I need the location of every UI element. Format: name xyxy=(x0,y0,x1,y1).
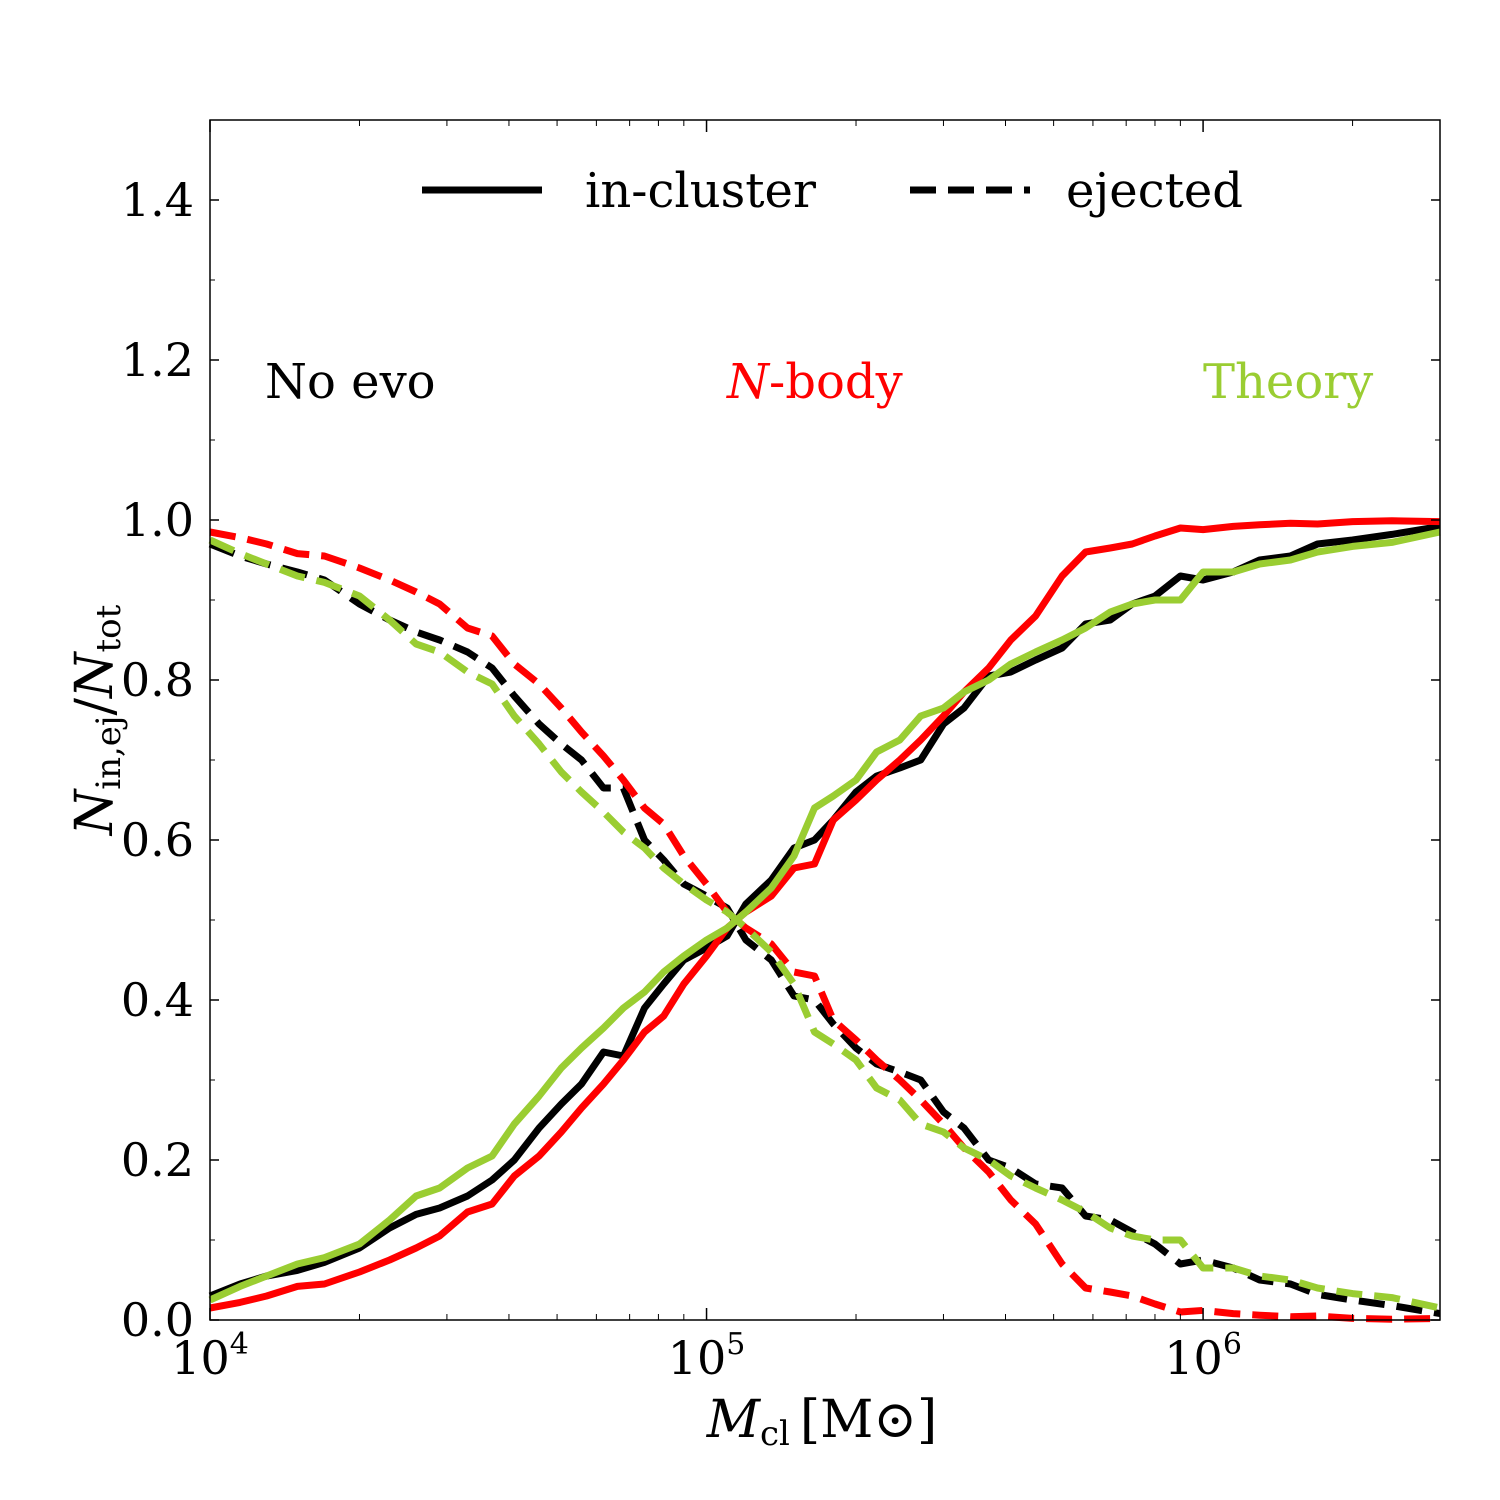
ticks-layer: 0.0 0.2 0.4 0.6 0.8 1.0 1.2 1.4 104 105 106 xyxy=(121,119,1441,1385)
y-axis-label-slash: / xyxy=(65,698,125,716)
y-tick-label: 0.0 xyxy=(121,1293,194,1347)
legend-label-ejected: ejected xyxy=(1066,163,1243,219)
series-line-theory-dashed xyxy=(208,536,1441,1312)
annotation-no-evo: No evo xyxy=(265,354,436,410)
legend: in-cluster ejected xyxy=(422,163,1243,219)
series-line-n-body-dashed xyxy=(209,528,1441,1323)
x-tick-label: 106 xyxy=(1164,1327,1242,1385)
annotations: No evo N-body Theory xyxy=(265,354,1373,410)
y-axis-label-sub1: in,ej xyxy=(89,716,129,790)
y-tick-label: 1.2 xyxy=(121,333,194,387)
series-line-no-evo-solid xyxy=(208,522,1441,1300)
series-line-no-evo-dashed xyxy=(208,540,1441,1318)
y-axis-label-sub2: tot xyxy=(89,604,129,652)
plot-frame xyxy=(209,119,1441,1321)
series-line-theory-solid xyxy=(208,528,1441,1304)
x-axis-label-unit: [M⊙] xyxy=(800,1390,937,1450)
annotation--body: N-body xyxy=(726,354,903,410)
y-axis-label-main2: N xyxy=(65,651,125,700)
y-axis-label-main: N xyxy=(65,788,125,837)
y-tick-label: 0.6 xyxy=(121,813,194,867)
x-axis-label: Mcl [M⊙] xyxy=(706,1390,938,1454)
annotation-theory: Theory xyxy=(1203,354,1373,410)
y-tick-label: 1.4 xyxy=(121,173,194,227)
series-layer xyxy=(208,517,1441,1323)
y-axis-label: Nin,ej/Ntot xyxy=(65,604,129,837)
x-tick-label: 104 xyxy=(171,1327,249,1385)
x-axis-label-sub: cl xyxy=(760,1414,790,1454)
x-tick-label: 105 xyxy=(668,1327,746,1385)
x-axis-label-main: M xyxy=(706,1390,762,1450)
y-tick-label: 0.2 xyxy=(121,1133,194,1187)
legend-label-in-cluster: in-cluster xyxy=(585,163,816,219)
series-line-n-body-solid xyxy=(209,517,1441,1312)
y-tick-label: 0.8 xyxy=(121,653,194,707)
y-tick-label: 0.4 xyxy=(121,973,194,1027)
y-tick-label: 1.0 xyxy=(121,493,194,547)
